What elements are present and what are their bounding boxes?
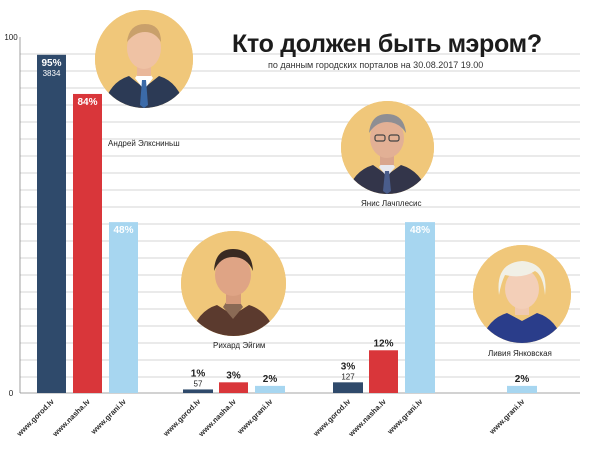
bar	[109, 222, 138, 393]
x-tick-label: www.grani.lv	[385, 396, 425, 436]
y-tick-label: 0	[9, 389, 14, 398]
x-tick-label: www.nasha.lv	[196, 396, 239, 439]
bar-count-label: 3834	[43, 69, 61, 78]
bar-value-label: 1%	[191, 368, 206, 379]
chart-title: Кто должен быть мэром?	[232, 30, 542, 58]
x-tick-label: www.nasha.lv	[50, 396, 93, 439]
x-tick-label: www.grani.lv	[487, 396, 527, 436]
bar-value-label: 12%	[373, 338, 393, 349]
portrait-eigim-icon	[181, 231, 286, 336]
bar	[37, 54, 66, 394]
bar	[255, 385, 285, 393]
portrait-lachplesis-icon	[341, 101, 434, 194]
bar-value-label: 3%	[341, 361, 356, 372]
x-tick-label: www.grani.lv	[235, 396, 275, 436]
bar-value-label: 48%	[113, 225, 133, 236]
bar	[333, 382, 363, 393]
bar-count-label: 127	[341, 372, 355, 381]
x-tick-label: www.grani.lv	[88, 396, 128, 436]
bar-value-label: 95%	[41, 58, 61, 69]
candidate-name: Рихард Эйгим	[213, 341, 266, 350]
y-tick-label: 100	[4, 33, 18, 42]
candidate-name: Андрей Элксниньш	[108, 139, 180, 148]
bar-value-label: 48%	[410, 225, 430, 236]
candidate-name: Янис Лачплесис	[361, 199, 422, 208]
bar-value-label: 2%	[515, 374, 530, 385]
bar	[405, 222, 435, 393]
candidate-name: Ливия Янковская	[488, 349, 552, 358]
bar	[183, 389, 213, 393]
bar	[369, 350, 398, 393]
bars	[37, 54, 537, 394]
portrait-jankovskaya-icon	[473, 245, 571, 343]
bar-value-label: 3%	[226, 370, 241, 381]
bar	[219, 382, 248, 393]
chart-subtitle: по данным городских порталов на 30.08.20…	[268, 60, 484, 70]
bar-count-label: 57	[194, 379, 203, 388]
bar-value-label: 84%	[77, 97, 97, 108]
bar-value-label: 2%	[263, 374, 278, 385]
bar	[507, 385, 537, 393]
x-tick-label: www.nasha.lv	[346, 396, 389, 439]
portrait-elksninsh-icon	[95, 10, 193, 108]
bar	[73, 93, 102, 394]
